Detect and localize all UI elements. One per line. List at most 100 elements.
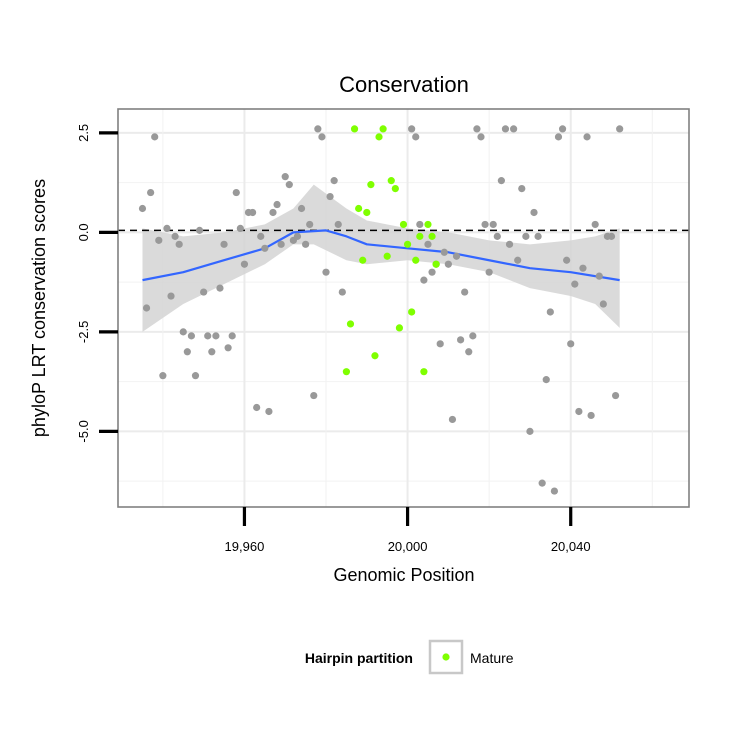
- data-point-mature: [395, 324, 404, 332]
- x-axis: 19,960 20,000 20,040: [225, 507, 591, 554]
- data-point: [558, 125, 567, 133]
- data-point: [534, 232, 542, 240]
- data-point: [208, 348, 216, 356]
- data-point: [232, 188, 240, 197]
- data-point-mature: [412, 256, 420, 264]
- data-point: [436, 340, 444, 348]
- data-point-mature: [428, 232, 436, 240]
- plot-panel-border: [117, 108, 690, 508]
- legend: Hairpin partition Mature: [305, 639, 514, 675]
- data-point: [151, 133, 159, 141]
- data-point: [167, 292, 175, 300]
- data-point: [538, 479, 546, 487]
- data-point: [248, 208, 257, 217]
- data-point: [514, 256, 522, 264]
- data-point-mature: [387, 177, 395, 185]
- data-point: [159, 372, 167, 380]
- x-tick-label: 19,960: [225, 539, 265, 554]
- data-point: [452, 252, 461, 260]
- data-point: [591, 220, 599, 229]
- data-point: [485, 268, 493, 276]
- data-point: [616, 125, 624, 133]
- data-point: [318, 133, 326, 141]
- data-point-mature: [432, 260, 440, 268]
- data-point: [228, 332, 236, 340]
- data-point: [285, 181, 293, 189]
- data-point: [505, 240, 514, 248]
- data-point: [187, 332, 196, 340]
- chart-title: Conservation: [339, 72, 469, 97]
- data-point: [257, 232, 265, 240]
- data-point: [522, 232, 530, 240]
- data-point: [326, 192, 334, 201]
- y-tick-label: 0.0: [76, 223, 91, 241]
- x-tick-label: 20,040: [551, 539, 591, 554]
- data-point: [563, 256, 571, 264]
- data-point: [171, 232, 179, 240]
- data-point: [461, 288, 469, 296]
- data-point: [138, 204, 147, 213]
- data-point-mature: [355, 204, 363, 213]
- data-point: [163, 224, 171, 232]
- data-point: [550, 487, 559, 495]
- confidence-band: [142, 184, 620, 332]
- data-point-mature: [408, 308, 416, 316]
- data-point: [587, 411, 595, 420]
- data-point: [338, 288, 346, 296]
- grid-lines: [118, 109, 689, 507]
- data-point: [489, 220, 497, 229]
- data-point: [448, 415, 457, 424]
- data-point-mature: [420, 368, 428, 376]
- data-point: [611, 391, 620, 400]
- y-axis: 2.5 0.0 -2.5 -5.0: [76, 124, 118, 443]
- data-point: [412, 133, 420, 141]
- data-point: [297, 204, 306, 213]
- data-point: [281, 173, 289, 181]
- data-point: [265, 407, 273, 416]
- data-point: [322, 268, 330, 276]
- data-point-mature: [391, 185, 399, 193]
- legend-label-mature: Mature: [470, 650, 514, 666]
- data-point: [493, 232, 501, 240]
- data-point-mature: [342, 368, 350, 376]
- legend-title: Hairpin partition: [305, 650, 413, 666]
- data-point: [457, 336, 465, 344]
- data-point: [220, 240, 228, 248]
- data-point: [179, 328, 187, 336]
- data-point: [599, 300, 607, 308]
- data-point: [497, 177, 505, 185]
- data-point: [293, 232, 302, 240]
- y-tick-label: -2.5: [76, 321, 91, 343]
- data-point: [595, 272, 603, 280]
- data-point: [607, 232, 616, 240]
- data-point: [204, 332, 212, 340]
- data-point: [253, 403, 261, 412]
- data-point: [473, 125, 481, 133]
- y-tick-label: -5.0: [76, 420, 91, 442]
- x-tick-label: 20,000: [388, 539, 428, 554]
- data-point: [428, 268, 436, 276]
- data-point: [583, 133, 591, 141]
- data-point: [416, 220, 424, 229]
- data-point: [571, 280, 579, 288]
- x-axis-title: Genomic Position: [333, 565, 474, 585]
- data-point-mature: [424, 220, 432, 229]
- data-point: [147, 188, 155, 197]
- data-point: [224, 344, 232, 352]
- legend-key-mature-icon: [442, 653, 450, 661]
- data-point: [310, 391, 318, 400]
- data-point-mature: [367, 181, 375, 189]
- smooth-line: [142, 229, 620, 282]
- data-point: [155, 236, 163, 244]
- plot-panel: [118, 109, 689, 507]
- data-point-mature: [350, 125, 359, 133]
- data-point: [542, 376, 550, 384]
- data-point: [175, 240, 183, 248]
- data-point-mature: [359, 256, 367, 264]
- data-point: [314, 125, 322, 133]
- data-point: [277, 240, 285, 248]
- data-point: [195, 226, 204, 234]
- data-point-mature: [403, 240, 412, 248]
- y-tick-label: 2.5: [76, 124, 91, 142]
